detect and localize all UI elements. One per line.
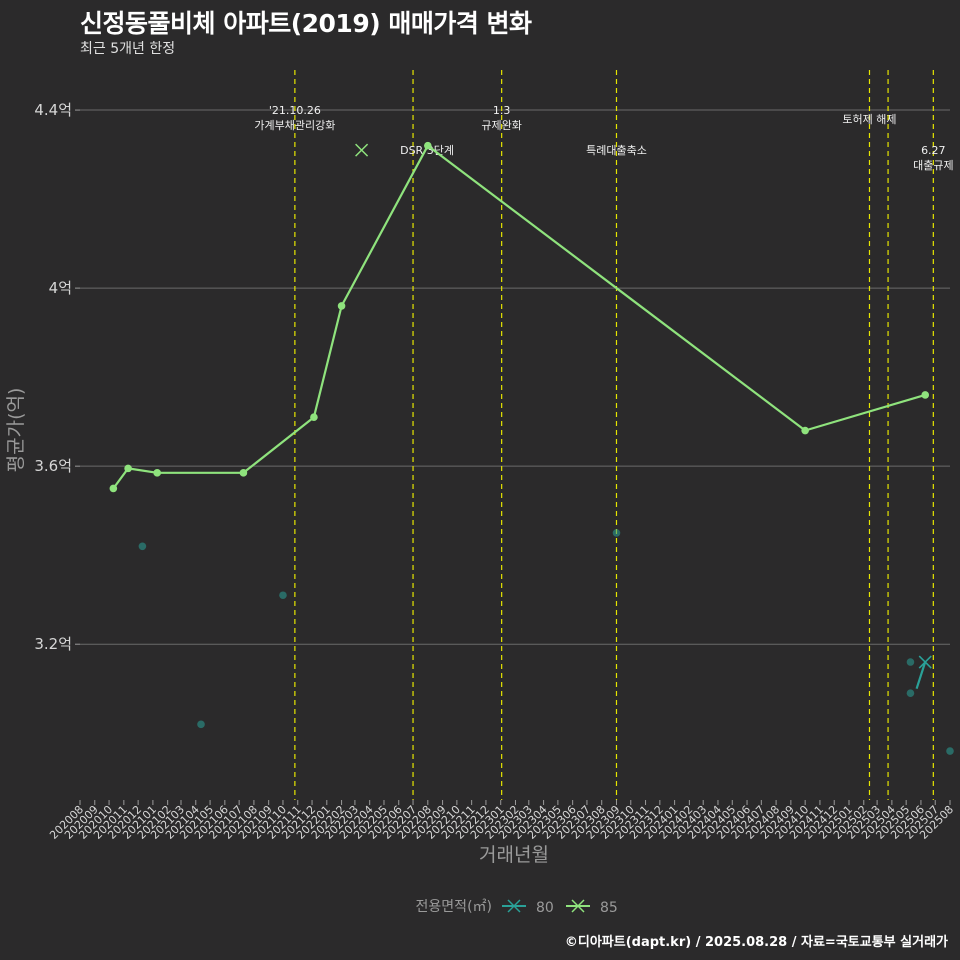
data-point [801,426,809,435]
data-point [310,413,318,421]
chart-title: 신정동풀비체 아파트(2019) 매매가격 변화 [80,9,532,38]
data-point [153,469,161,477]
legend-label-80: 80 [536,900,554,916]
legend-label-85: 85 [600,900,618,916]
data-point [906,658,915,666]
data-point [946,747,954,755]
event-label: 토허제 해제 [842,112,896,126]
legend-swatch-x-b-80 [507,899,521,913]
event-label: 6.27 [921,144,946,157]
data-point [424,141,432,150]
data-series [109,141,954,755]
y-axis-title: 평균가(억) [5,388,27,473]
source-caption: ©디아파트(dapt.kr) / 2025.08.28 / 자료=국토교통부 실… [564,935,948,950]
event-label: 대출규제 [913,159,953,172]
series-80 [138,529,954,755]
x-axis-title: 거래년월 [479,844,549,866]
data-point [337,302,346,310]
data-point [612,529,621,537]
data-point [197,720,205,729]
data-point [109,484,118,493]
event-label: 규제완화 [481,119,521,132]
chart-subtitle: 최근 5개년 한정 [80,41,176,57]
data-point [239,469,248,477]
event-label: 1.3 [493,104,511,117]
data-point [906,689,915,697]
legend-title: 전용면적(㎡) [416,899,492,915]
legend: 전용면적(㎡) 80 85 [416,899,618,916]
data-point [279,591,287,600]
data-point [124,464,132,473]
event-label: DSR 3단계 [400,144,454,157]
y-axis-ticks: 3.2억 3.6억 4억 4.4억 [34,101,80,653]
event-label: 가계부채관리강화 [254,119,335,132]
y-tick-label: 4억 [49,279,72,297]
y-tick-label: 4.4억 [34,101,72,119]
event-label: 특례대출축소 [586,144,647,157]
legend-swatch-x-b-85 [571,899,585,913]
event-label: '21.10.26 [269,104,321,117]
data-point [138,542,147,551]
series-line-80 [915,661,927,690]
series-85 [109,141,930,493]
series-line-85 [112,144,926,490]
event-x-marker-b [355,143,369,157]
x-axis-ticks: 2020082020092020102020112020122021012021… [47,800,956,842]
grid-lines [80,109,950,645]
data-point [921,391,930,399]
y-tick-label: 3.2억 [34,635,72,653]
x-mark-b [918,655,932,669]
y-tick-label: 3.6억 [34,457,72,475]
